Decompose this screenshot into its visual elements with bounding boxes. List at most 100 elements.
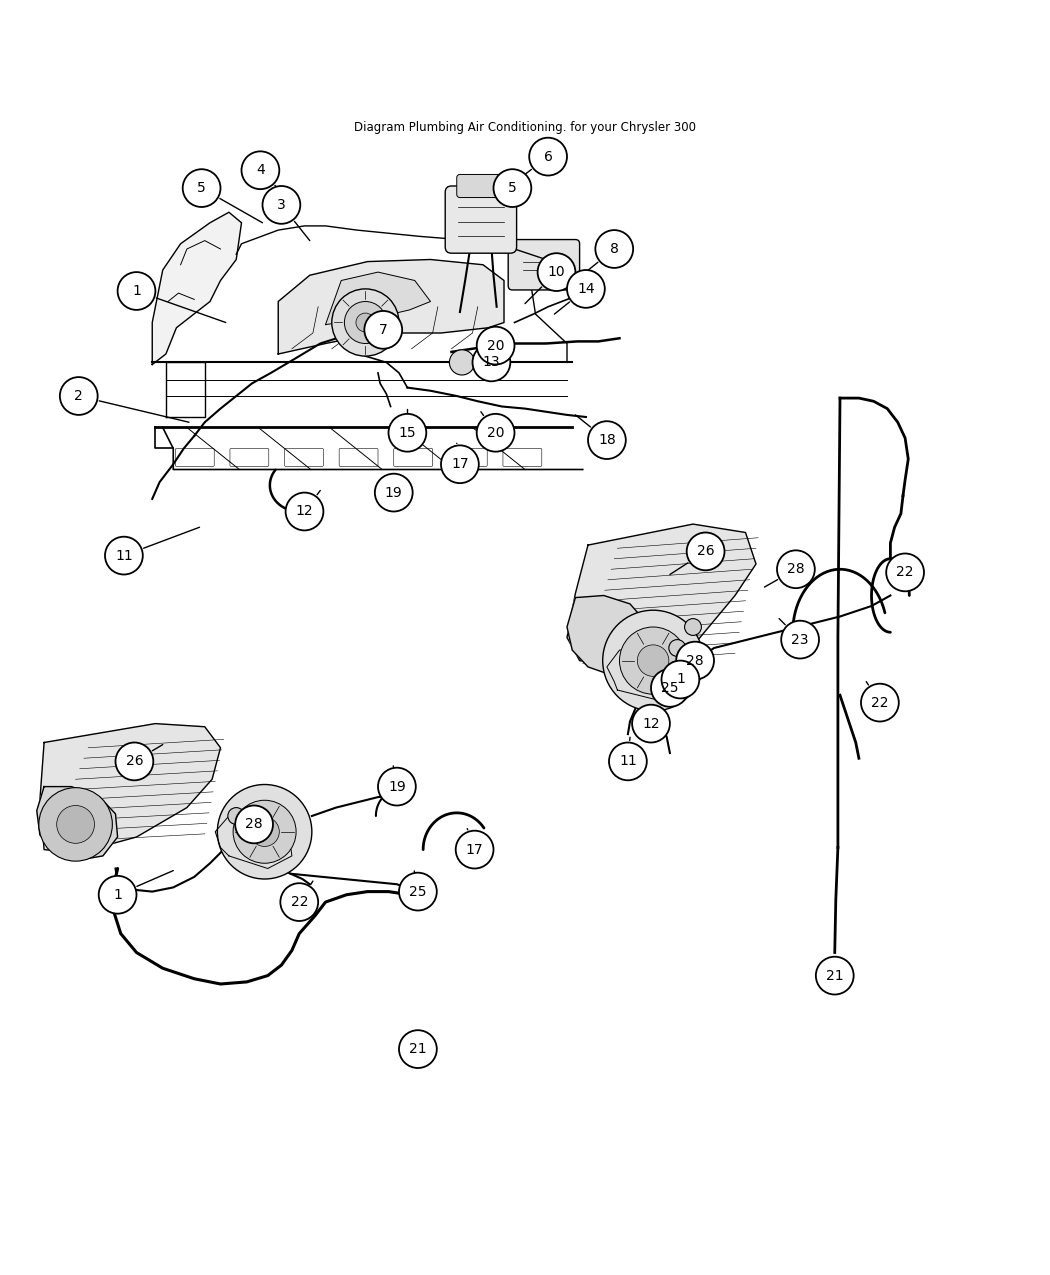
Circle shape bbox=[567, 270, 605, 307]
Polygon shape bbox=[37, 787, 118, 861]
Circle shape bbox=[217, 784, 312, 878]
Circle shape bbox=[472, 343, 510, 381]
Circle shape bbox=[781, 621, 819, 658]
Circle shape bbox=[375, 474, 413, 511]
Text: 1: 1 bbox=[132, 284, 141, 298]
Circle shape bbox=[388, 414, 426, 451]
Text: 1: 1 bbox=[676, 672, 685, 686]
Circle shape bbox=[118, 272, 155, 310]
Text: 5: 5 bbox=[197, 181, 206, 195]
Polygon shape bbox=[567, 595, 649, 674]
Circle shape bbox=[262, 186, 300, 224]
Circle shape bbox=[861, 683, 899, 722]
Circle shape bbox=[39, 788, 112, 861]
Text: 26: 26 bbox=[126, 755, 143, 769]
Circle shape bbox=[242, 152, 279, 189]
Polygon shape bbox=[326, 272, 430, 325]
Circle shape bbox=[651, 669, 689, 706]
Circle shape bbox=[538, 254, 575, 291]
Circle shape bbox=[250, 817, 279, 847]
Circle shape bbox=[441, 445, 479, 483]
Circle shape bbox=[816, 956, 854, 994]
Text: 21: 21 bbox=[826, 969, 843, 983]
Circle shape bbox=[669, 640, 686, 657]
Text: 10: 10 bbox=[548, 265, 565, 279]
Text: 12: 12 bbox=[296, 505, 313, 519]
Text: 5: 5 bbox=[508, 181, 517, 195]
Circle shape bbox=[588, 421, 626, 459]
Text: 4: 4 bbox=[256, 163, 265, 177]
Circle shape bbox=[356, 314, 375, 332]
FancyBboxPatch shape bbox=[457, 175, 505, 198]
Text: Diagram Plumbing Air Conditioning. for your Chrysler 300: Diagram Plumbing Air Conditioning. for y… bbox=[354, 121, 696, 134]
Text: 3: 3 bbox=[277, 198, 286, 212]
Circle shape bbox=[228, 807, 245, 825]
Text: 18: 18 bbox=[598, 434, 615, 448]
Circle shape bbox=[399, 872, 437, 910]
Circle shape bbox=[685, 618, 701, 635]
Polygon shape bbox=[152, 212, 242, 365]
Circle shape bbox=[456, 831, 493, 868]
Text: 21: 21 bbox=[410, 1042, 426, 1056]
Circle shape bbox=[235, 806, 273, 843]
Text: 1: 1 bbox=[113, 887, 122, 901]
Polygon shape bbox=[40, 724, 220, 853]
Text: 11: 11 bbox=[116, 548, 132, 562]
Text: 15: 15 bbox=[399, 426, 416, 440]
Text: 22: 22 bbox=[872, 696, 888, 710]
Circle shape bbox=[60, 377, 98, 414]
Text: 20: 20 bbox=[487, 426, 504, 440]
Circle shape bbox=[99, 876, 136, 914]
Circle shape bbox=[637, 645, 669, 676]
Circle shape bbox=[477, 326, 514, 365]
Circle shape bbox=[233, 801, 296, 863]
Circle shape bbox=[620, 627, 687, 694]
Text: 22: 22 bbox=[897, 565, 914, 579]
Circle shape bbox=[449, 349, 475, 375]
Circle shape bbox=[529, 138, 567, 176]
Polygon shape bbox=[215, 813, 292, 868]
Text: 2: 2 bbox=[75, 389, 83, 403]
Circle shape bbox=[183, 170, 220, 207]
Circle shape bbox=[280, 884, 318, 921]
Text: 22: 22 bbox=[291, 895, 308, 909]
Text: 28: 28 bbox=[246, 817, 262, 831]
Polygon shape bbox=[607, 648, 682, 700]
Circle shape bbox=[332, 289, 399, 356]
Circle shape bbox=[603, 611, 704, 711]
Circle shape bbox=[662, 660, 699, 699]
FancyBboxPatch shape bbox=[445, 186, 517, 254]
Circle shape bbox=[116, 742, 153, 780]
Circle shape bbox=[886, 553, 924, 592]
Circle shape bbox=[777, 551, 815, 588]
FancyBboxPatch shape bbox=[508, 240, 580, 289]
Circle shape bbox=[344, 301, 386, 343]
Text: 25: 25 bbox=[410, 885, 426, 899]
Text: 28: 28 bbox=[788, 562, 804, 576]
Text: 25: 25 bbox=[662, 681, 678, 695]
Circle shape bbox=[105, 537, 143, 575]
Circle shape bbox=[595, 230, 633, 268]
Text: 28: 28 bbox=[687, 654, 704, 668]
Circle shape bbox=[477, 414, 514, 451]
Text: 23: 23 bbox=[792, 632, 809, 646]
Circle shape bbox=[364, 311, 402, 349]
Circle shape bbox=[609, 742, 647, 780]
Text: 17: 17 bbox=[452, 458, 468, 472]
Text: 17: 17 bbox=[466, 843, 483, 857]
Text: 13: 13 bbox=[483, 356, 500, 370]
Text: 11: 11 bbox=[620, 755, 636, 769]
Text: 7: 7 bbox=[379, 323, 387, 337]
Text: 12: 12 bbox=[643, 717, 659, 731]
Text: 26: 26 bbox=[697, 544, 714, 558]
Text: 6: 6 bbox=[544, 149, 552, 163]
Text: 8: 8 bbox=[610, 242, 618, 256]
Circle shape bbox=[632, 705, 670, 742]
Circle shape bbox=[676, 641, 714, 680]
Text: 19: 19 bbox=[385, 486, 402, 500]
Text: 14: 14 bbox=[578, 282, 594, 296]
Text: 20: 20 bbox=[487, 339, 504, 353]
Circle shape bbox=[687, 533, 724, 570]
Polygon shape bbox=[278, 260, 504, 354]
Text: 19: 19 bbox=[388, 779, 405, 793]
